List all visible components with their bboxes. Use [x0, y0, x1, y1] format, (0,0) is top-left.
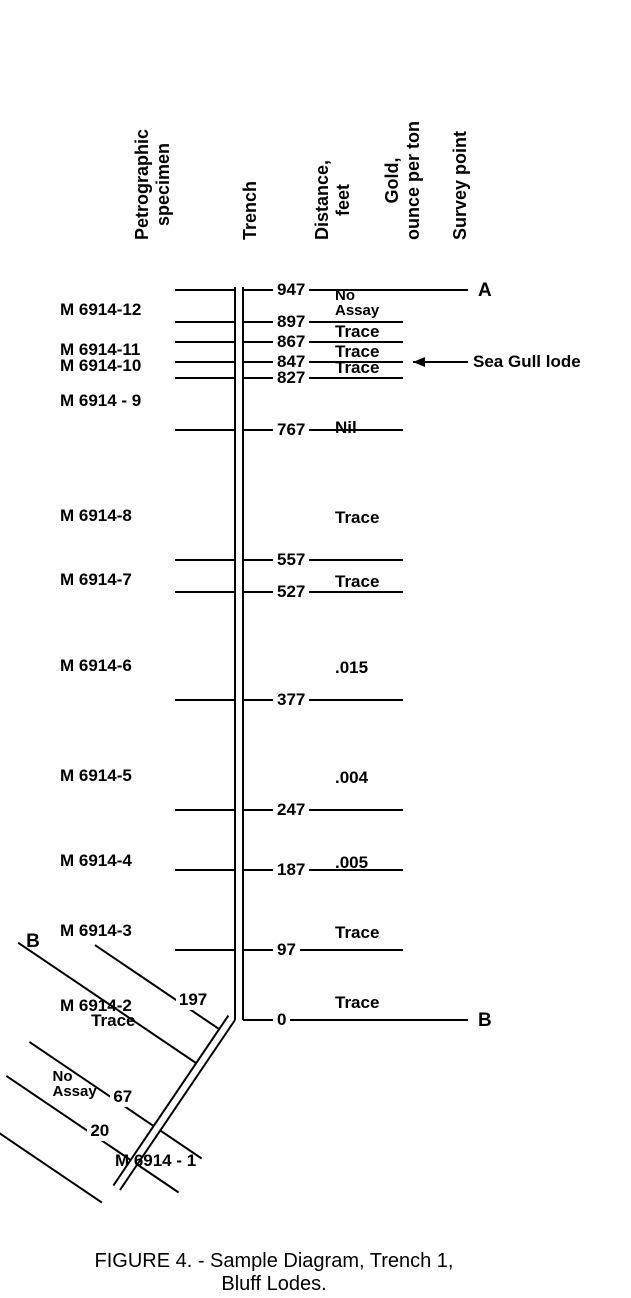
gold-value: Assay [335, 302, 379, 319]
specimen-id: M 6914-5 [60, 766, 132, 786]
survey-point: B [26, 931, 40, 953]
distance-value: 97 [273, 940, 300, 960]
specimen-id: M 6914-3 [60, 921, 132, 941]
gold-value: Trace [91, 1011, 135, 1031]
gold-value: Trace [335, 993, 379, 1013]
distance-value: 557 [273, 550, 309, 570]
distance-value: 377 [273, 690, 309, 710]
annotation-label: Sea Gull lode [473, 352, 581, 372]
distance-value: 0 [273, 1010, 290, 1030]
gold-value: Trace [335, 508, 379, 528]
gold-value: Trace [335, 572, 379, 592]
distance-value: 897 [273, 312, 309, 332]
specimen-id: M 6914-12 [60, 300, 141, 320]
specimen-id: M 6914-10 [60, 356, 141, 376]
survey-point: B [478, 1010, 492, 1032]
distance-value: 947 [273, 280, 309, 300]
gold-value: Trace [335, 358, 379, 378]
specimen-id: M 6914 - 1 [115, 1151, 196, 1171]
diagram-svg [0, 0, 631, 1298]
distance-value: 767 [273, 420, 309, 440]
gold-value: Trace [335, 923, 379, 943]
distance-value: 67 [110, 1087, 135, 1107]
gold-value: Assay [53, 1083, 97, 1100]
gold-value: .004 [335, 768, 368, 788]
distance-value: 20 [87, 1121, 112, 1141]
figure-caption: FIGURE 4. - Sample Diagram, Trench 1,Blu… [14, 1250, 534, 1296]
distance-value: 197 [176, 990, 210, 1010]
specimen-id: M 6914-7 [60, 570, 132, 590]
distance-value: 247 [273, 800, 309, 820]
gold-value: .015 [335, 658, 368, 678]
gold-value: .005 [335, 853, 368, 873]
specimen-id: M 6914-6 [60, 656, 132, 676]
survey-point: A [478, 280, 492, 302]
specimen-id: M 6914 - 9 [60, 391, 141, 411]
gold-value: Nil [335, 418, 357, 438]
distance-value: 187 [273, 860, 309, 880]
gold-value: Trace [335, 322, 379, 342]
specimen-id: M 6914-4 [60, 851, 132, 871]
specimen-id: M 6914-8 [60, 506, 132, 526]
distance-value: 827 [273, 368, 309, 388]
distance-value: 527 [273, 582, 309, 602]
distance-value: 867 [273, 332, 309, 352]
